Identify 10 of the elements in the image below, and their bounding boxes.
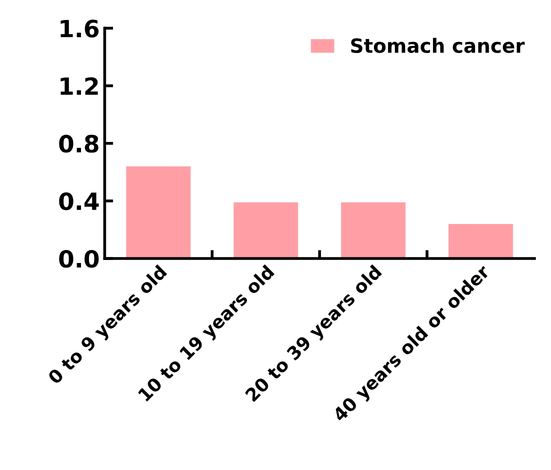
y-tick-label: 1.2	[60, 77, 98, 95]
bar	[341, 202, 406, 258]
y-tick-label: 0.4	[59, 192, 99, 210]
y-tick-label: 0.0	[59, 250, 99, 268]
bar	[448, 224, 513, 258]
y-tick-label: 0.8	[59, 134, 98, 153]
bar	[126, 166, 191, 258]
y-tick-label: 1.6	[60, 20, 99, 38]
legend-label: Stomach cancer	[351, 38, 525, 53]
bar	[234, 202, 298, 258]
